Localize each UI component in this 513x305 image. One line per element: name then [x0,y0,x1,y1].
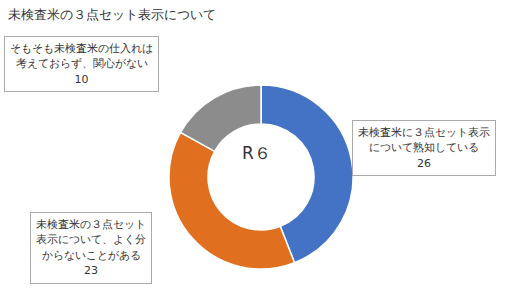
html-text:26: 26 [417,156,431,170]
html-text:未検査米の３点セット: 未検査米の３点セット [36,218,146,231]
html-text:そもそも未検査米の仕入れは: そもそも未検査米の仕入れは [10,42,153,55]
svg-text:R６: R６ [242,143,271,163]
html-text:表示について、よく分: 表示について、よく分 [36,233,146,247]
html-text:未検査米の３点セット表示について: 未検査米の３点セット表示について [8,7,216,22]
html-text:考えておらず、関心がない: 考えておらず、関心がない [15,57,148,71]
html-text:10: 10 [74,72,89,86]
html-text:からないことがある: からないことがある [41,248,141,262]
html-text:未検査米に３点セット表示: 未検査米に３点セット表示 [358,126,490,139]
html-text:23: 23 [84,264,98,278]
html-text:について熟知している: について熟知している [369,141,479,155]
